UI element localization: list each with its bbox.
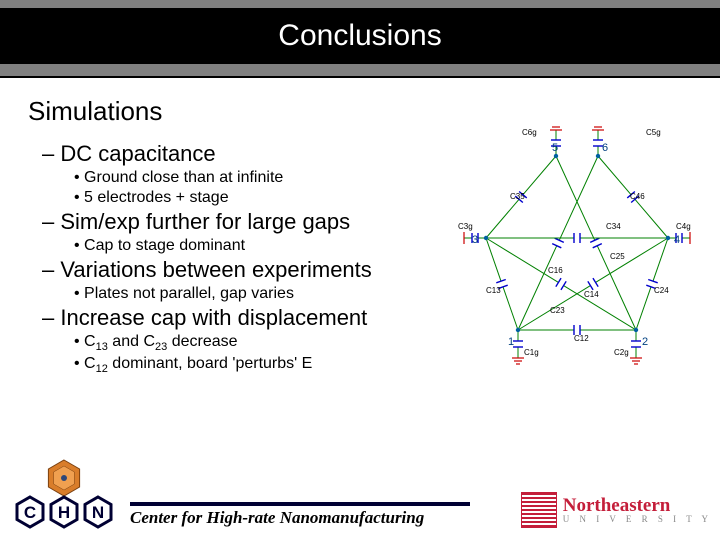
- diagram-label: C1g: [524, 348, 539, 357]
- diagram-label: C46: [630, 192, 645, 201]
- center-label: Center for High-rate Nanomanufacturing: [130, 508, 470, 528]
- text-column: Simulations – DC capacitance Ground close…: [28, 96, 454, 377]
- content-area: Simulations – DC capacitance Ground close…: [0, 78, 720, 377]
- bullet-item: Ground close than at infinite: [74, 169, 454, 187]
- diagram-label: C24: [654, 286, 669, 295]
- section-heading: Simulations: [28, 96, 454, 127]
- diagram-label: C6g: [522, 128, 537, 137]
- slide-title: Conclusions: [278, 19, 441, 53]
- bullet-item: 5 electrodes + stage: [74, 189, 454, 207]
- center-footer: Center for High-rate Nanomanufacturing: [130, 502, 470, 528]
- bullet-item: Plates not parallel, gap varies: [74, 285, 454, 303]
- neu-seal-icon: [521, 492, 557, 528]
- bullet-item: Cap to stage dominant: [74, 237, 454, 255]
- diagram-label: C3g: [458, 222, 473, 231]
- neu-text: Northeastern U N I V E R S I T Y: [563, 496, 712, 524]
- diagram-label: C14: [584, 290, 599, 299]
- svg-text:C: C: [24, 503, 36, 522]
- title-bar: Conclusions: [0, 0, 720, 78]
- diagram-label: 6: [602, 142, 608, 154]
- dash-item: – Sim/exp further for large gaps: [42, 209, 454, 235]
- northeastern-logo: Northeastern U N I V E R S I T Y: [521, 492, 712, 528]
- footer-divider: [130, 502, 470, 506]
- dash-item: – DC capacitance: [42, 141, 454, 167]
- bullet-item: C12 dominant, board 'perturbs' E: [74, 355, 454, 375]
- diagram-label: C13: [486, 286, 501, 295]
- svg-text:N: N: [92, 503, 104, 522]
- capacitance-diagram: 1 2 3 4 5 6 C12 C13 C14 C16 C24 C23 C25 C34 C35 C46 C1g C…: [462, 126, 692, 376]
- chn-logo: C H N: [8, 456, 120, 534]
- diagram-label: 2: [642, 336, 648, 348]
- dash-item: – Increase cap with displacement: [42, 305, 454, 331]
- bullet-sections: – DC capacitance Ground close than at inf…: [28, 141, 454, 375]
- diagram-label: C23: [550, 306, 565, 315]
- diagram-label: C25: [610, 252, 625, 261]
- diagram-label: C16: [548, 266, 563, 275]
- diagram-label: 5: [552, 142, 558, 154]
- diagram-label: 4: [674, 234, 680, 246]
- diagram-label: 1: [508, 336, 514, 348]
- dash-item: – Variations between experiments: [42, 257, 454, 283]
- svg-text:H: H: [58, 503, 70, 522]
- bullet-item: C13 and C23 decrease: [74, 333, 454, 353]
- neu-name: Northeastern: [563, 496, 712, 515]
- diagram-label: C2g: [614, 348, 629, 357]
- diagram-label: C34: [606, 222, 621, 231]
- diagram-label: C12: [574, 334, 589, 343]
- footer: C H N Center for High-rate Nanomanufactu…: [0, 454, 720, 540]
- diagram-label: C4g: [676, 222, 691, 231]
- diagram-label: C5g: [646, 128, 661, 137]
- diagram-label: 3: [472, 234, 478, 246]
- neu-sub: U N I V E R S I T Y: [563, 515, 712, 524]
- title-inner: Conclusions: [0, 8, 720, 64]
- diagram-label: C35: [510, 192, 525, 201]
